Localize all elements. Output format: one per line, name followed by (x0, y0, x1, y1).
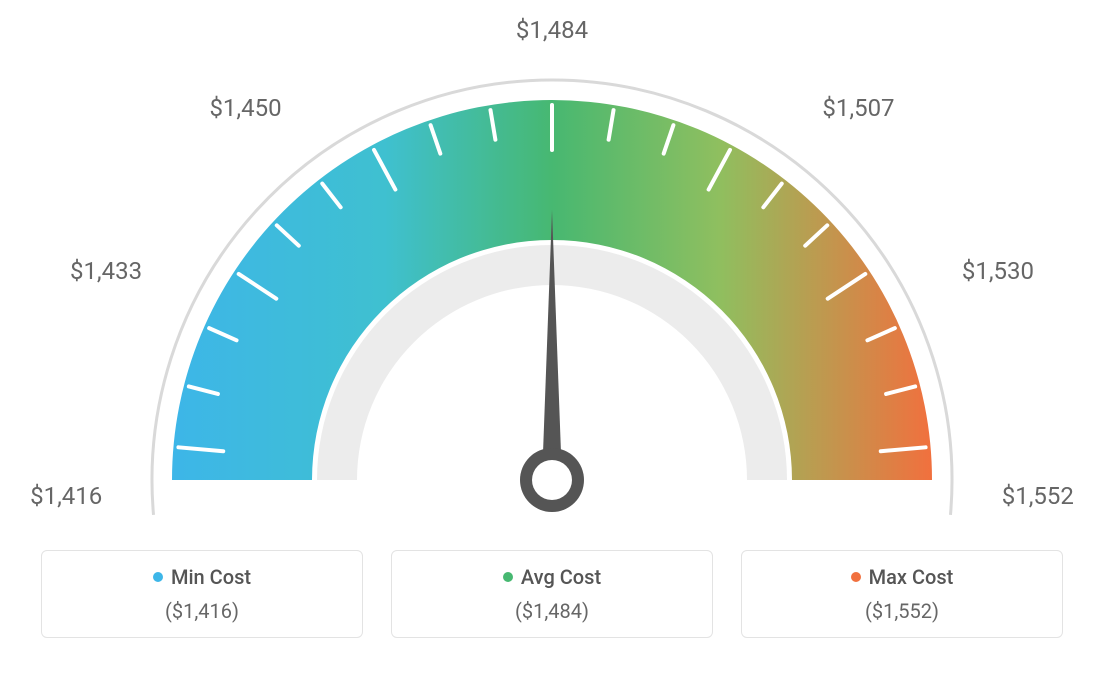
chart-container: $1,416 $1,433 $1,450 $1,484 $1,507 $1,530 $1,5… (0, 0, 1104, 690)
legend-cards: Min Cost ($1,416) Avg Cost ($1,484) Max … (0, 550, 1104, 638)
gauge-tick-label: $1,433 (70, 257, 142, 285)
avg-cost-card: Avg Cost ($1,484) (391, 550, 713, 638)
max-cost-card: Max Cost ($1,552) (741, 550, 1063, 638)
gauge-tick-label: $1,507 (822, 94, 894, 122)
max-dot-icon (851, 572, 861, 582)
gauge-tick-label: $1,530 (962, 257, 1034, 285)
min-cost-label: Min Cost (171, 565, 251, 589)
gauge-area: $1,416 $1,433 $1,450 $1,484 $1,507 $1,530 $1,5… (0, 10, 1104, 530)
gauge-tick-label: $1,552 (1002, 482, 1074, 510)
gauge-tick-label: $1,416 (30, 482, 102, 510)
gauge-tick-label: $1,484 (516, 16, 588, 44)
min-cost-value: ($1,416) (52, 599, 352, 623)
max-cost-title: Max Cost (851, 565, 954, 589)
max-cost-label: Max Cost (869, 565, 954, 589)
avg-cost-title: Avg Cost (503, 565, 601, 589)
avg-dot-icon (503, 572, 513, 582)
avg-cost-value: ($1,484) (402, 599, 702, 623)
avg-cost-label: Avg Cost (521, 565, 601, 589)
min-cost-card: Min Cost ($1,416) (41, 550, 363, 638)
min-cost-title: Min Cost (153, 565, 251, 589)
gauge-tick-label: $1,450 (209, 94, 281, 122)
gauge-svg (0, 10, 1104, 530)
max-cost-value: ($1,552) (752, 599, 1052, 623)
min-dot-icon (153, 572, 163, 582)
